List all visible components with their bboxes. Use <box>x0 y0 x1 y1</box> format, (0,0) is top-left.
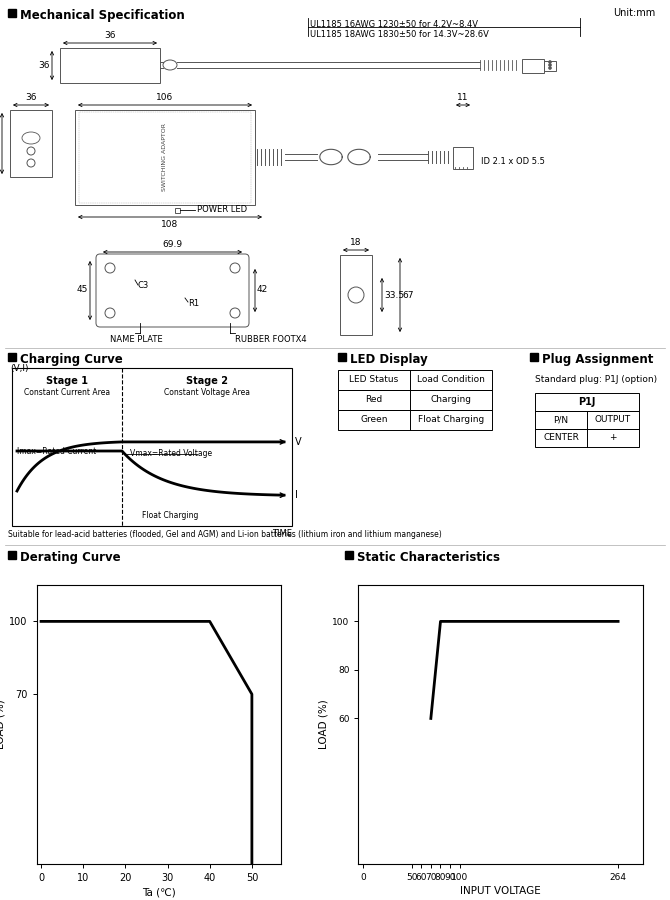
X-axis label: Ta (℃): Ta (℃) <box>142 887 176 897</box>
Text: 36: 36 <box>25 93 37 102</box>
Circle shape <box>549 67 551 69</box>
Text: +: + <box>609 434 617 443</box>
Bar <box>530 353 538 361</box>
Text: Static Characteristics: Static Characteristics <box>357 551 500 564</box>
Text: SWITCHING ADAPTOR: SWITCHING ADAPTOR <box>163 123 168 191</box>
Text: 69.9: 69.9 <box>162 240 182 249</box>
Text: Load Condition: Load Condition <box>417 375 485 384</box>
Bar <box>175 208 180 213</box>
Text: CENTER: CENTER <box>543 434 579 443</box>
Text: Unit:mm: Unit:mm <box>613 8 655 18</box>
Text: Derating Curve: Derating Curve <box>20 551 121 564</box>
Y-axis label: LOAD (%): LOAD (%) <box>318 699 328 750</box>
Text: I: I <box>295 491 298 500</box>
Text: Suitable for lead-acid batteries (flooded, Gel and AGM) and Li-ion batteries (li: Suitable for lead-acid batteries (floode… <box>8 530 442 539</box>
Text: TIME: TIME <box>272 529 292 538</box>
Bar <box>79 112 251 203</box>
Text: UL1185 18AWG 1830±50 for 14.3V~28.6V: UL1185 18AWG 1830±50 for 14.3V~28.6V <box>310 30 489 39</box>
Text: 33.5: 33.5 <box>384 291 404 300</box>
Text: OUTPUT: OUTPUT <box>595 416 631 425</box>
Text: Mechanical Specification: Mechanical Specification <box>20 9 185 22</box>
Text: Constant Voltage Area: Constant Voltage Area <box>164 388 250 397</box>
Text: Imax=Rated Current: Imax=Rated Current <box>17 447 96 456</box>
Text: 106: 106 <box>156 93 174 102</box>
Bar <box>8 551 16 559</box>
Text: 11: 11 <box>457 93 469 102</box>
Bar <box>535 411 639 429</box>
Text: 45: 45 <box>76 285 88 294</box>
Text: Float Charging: Float Charging <box>142 511 198 520</box>
Bar <box>338 370 492 390</box>
Text: 36: 36 <box>105 31 116 40</box>
Circle shape <box>549 60 551 64</box>
Bar <box>453 147 473 169</box>
Text: 67: 67 <box>402 291 413 300</box>
Text: RUBBER FOOTX4: RUBBER FOOTX4 <box>235 335 307 344</box>
Bar <box>12 368 292 526</box>
X-axis label: INPUT VOLTAGE: INPUT VOLTAGE <box>460 886 541 896</box>
Text: POWER LED: POWER LED <box>197 205 247 214</box>
Text: ID 2.1 x OD 5.5: ID 2.1 x OD 5.5 <box>481 158 545 166</box>
Bar <box>338 390 492 410</box>
Y-axis label: LOAD (%): LOAD (%) <box>0 699 5 750</box>
Text: Charging Curve: Charging Curve <box>20 353 123 366</box>
Text: Vmax=Rated Voltage: Vmax=Rated Voltage <box>130 449 212 458</box>
Text: V: V <box>295 436 302 447</box>
Text: LED Status: LED Status <box>349 375 399 384</box>
Bar <box>535 393 639 411</box>
Bar <box>338 410 492 430</box>
Text: Stage 2: Stage 2 <box>186 376 228 386</box>
Text: R1: R1 <box>188 299 199 308</box>
Text: Constant Current Area: Constant Current Area <box>24 388 110 397</box>
Bar <box>340 255 372 335</box>
Text: Green: Green <box>360 416 388 425</box>
Bar <box>338 353 346 361</box>
Bar <box>345 551 353 559</box>
Circle shape <box>549 64 551 67</box>
Text: (V,I): (V,I) <box>10 364 29 373</box>
Text: NAME PLATE: NAME PLATE <box>110 335 163 344</box>
Text: 108: 108 <box>161 220 179 229</box>
Text: P/N: P/N <box>553 416 569 425</box>
Text: Red: Red <box>365 395 383 404</box>
Bar <box>8 9 16 17</box>
Bar <box>10 110 52 177</box>
Text: P1J: P1J <box>578 397 596 407</box>
Bar <box>535 429 639 447</box>
Text: UL1185 16AWG 1230±50 for 4.2V~8.4V: UL1185 16AWG 1230±50 for 4.2V~8.4V <box>310 20 478 29</box>
Bar <box>8 353 16 361</box>
Text: Standard plug: P1J (option): Standard plug: P1J (option) <box>535 375 657 384</box>
Text: 42: 42 <box>257 285 268 294</box>
Text: 36: 36 <box>38 60 50 69</box>
Text: 18: 18 <box>350 238 362 247</box>
Bar <box>544 61 556 71</box>
Bar <box>60 48 160 83</box>
Text: Float Charging: Float Charging <box>418 416 484 425</box>
Bar <box>75 110 255 205</box>
Text: Plug Assignment: Plug Assignment <box>542 353 653 366</box>
Text: C3: C3 <box>138 282 149 291</box>
Text: Charging: Charging <box>431 395 472 404</box>
Text: Stage 1: Stage 1 <box>46 376 88 386</box>
Text: LED Display: LED Display <box>350 353 427 366</box>
Bar <box>522 59 544 73</box>
